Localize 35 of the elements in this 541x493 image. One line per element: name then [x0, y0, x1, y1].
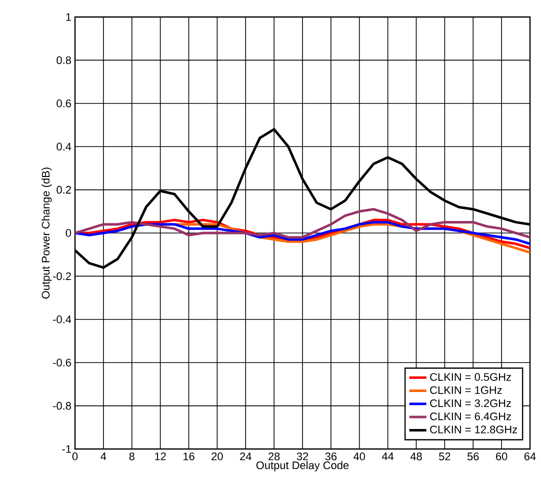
x-tick-label: 56 [467, 452, 479, 460]
legend-label: CLKIN = 3.2GHz [430, 399, 511, 408]
y-tick-label: -0.2 [53, 272, 71, 280]
x-tick-label: 0 [72, 452, 78, 460]
y-tick-label: 0.8 [56, 56, 71, 64]
x-tick-label: 40 [354, 452, 366, 460]
x-tick-label: 24 [240, 452, 252, 460]
y-tick-label: -1 [62, 445, 71, 453]
x-tick-label: 20 [212, 452, 223, 460]
y-tick-label: 1 [66, 13, 71, 21]
legend-label: CLKIN = 6.4GHz [430, 412, 511, 420]
x-tick-label: 12 [155, 452, 166, 460]
x-tick-label: 28 [268, 452, 280, 460]
y-tick-label: -0.6 [53, 358, 71, 366]
x-tick-label: 16 [183, 452, 194, 460]
x-tick-label: 44 [382, 452, 394, 460]
legend-label: CLKIN = 12.8GHz [430, 426, 518, 434]
x-tick-label: 36 [325, 452, 337, 460]
x-axis-title: Output Delay Code [256, 461, 349, 472]
x-tick-label: 4 [100, 452, 106, 460]
x-tick-label: 8 [129, 452, 134, 460]
x-tick-label: 32 [296, 452, 308, 460]
y-tick-label: 0 [66, 229, 72, 237]
y-tick-label: 0.2 [56, 186, 71, 194]
x-tick-label: 60 [496, 452, 508, 460]
y-axis-title: Output Power Change (dB) [42, 168, 52, 299]
y-tick-label: 0.6 [56, 100, 71, 108]
x-tick-label: 52 [439, 452, 450, 460]
legend-label: CLKIN = 0.5GHz [430, 373, 511, 381]
y-tick-label: -0.4 [53, 316, 72, 324]
y-tick-label: 0.4 [56, 142, 72, 150]
x-tick-label: 64 [524, 452, 536, 460]
legend-label: CLKIN = 1GHz [430, 386, 502, 394]
y-tick-label: -0.8 [53, 402, 71, 410]
x-tick-label: 48 [410, 452, 422, 460]
